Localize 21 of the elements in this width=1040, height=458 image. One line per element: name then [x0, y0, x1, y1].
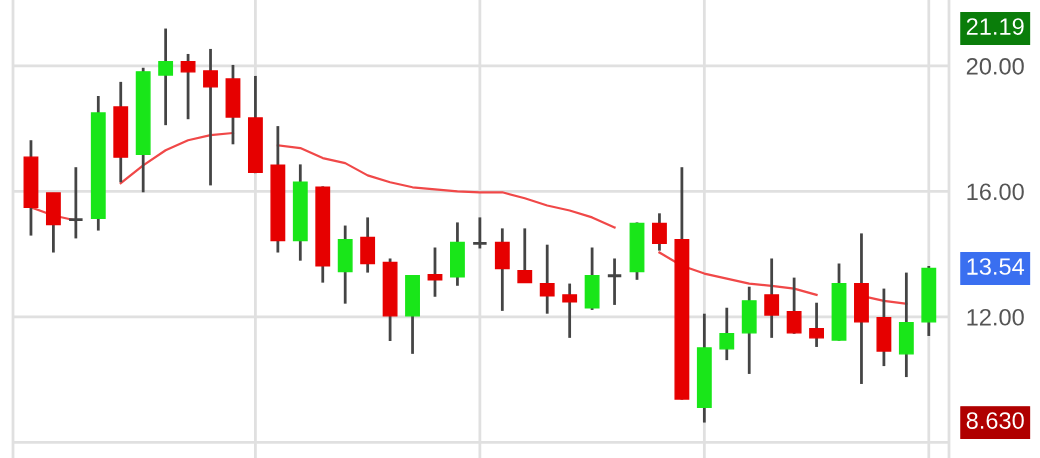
candlestick	[539, 243, 555, 316]
candlestick	[427, 246, 443, 299]
candlestick	[180, 52, 196, 121]
candlestick	[786, 276, 802, 336]
text: 13.54	[967, 258, 1025, 275]
candlestick	[471, 216, 488, 250]
candlestick	[67, 165, 84, 240]
candlestick	[606, 257, 623, 307]
y-tick-label: 16.00	[967, 183, 1024, 201]
candlestick	[203, 47, 218, 187]
candlestick	[158, 27, 174, 127]
y-tick-label: 20.00	[966, 57, 1024, 75]
y-tick-label: 12.00	[967, 308, 1024, 326]
candlestick	[764, 257, 780, 340]
candlestick	[562, 282, 578, 340]
candlestick	[517, 226, 533, 285]
candlestick	[652, 211, 667, 253]
text: 8.630	[966, 412, 1024, 429]
text: 21.19	[966, 18, 1024, 35]
candlestick	[809, 301, 824, 349]
candlestick	[719, 306, 735, 362]
